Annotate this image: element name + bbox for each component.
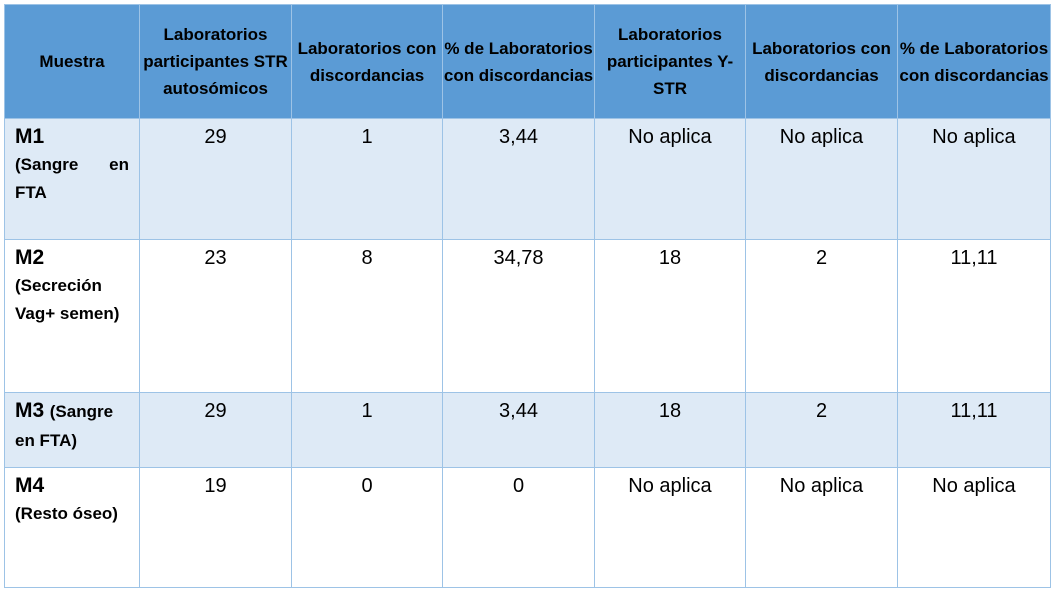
sample-description: (Secreción Vag+ semen) [15, 276, 120, 323]
sample-cell: M2 (Secreción Vag+ semen) [4, 239, 140, 393]
str-discordant-cell: 8 [291, 239, 443, 393]
str-pct-cell: 3,44 [442, 392, 595, 468]
header-ystr-participants: Laboratorios participantes Y-STR [594, 4, 746, 119]
table-row: M3 (Sangre en FTA) 29 1 3,44 18 2 11,11 [4, 392, 1051, 468]
table-row: M1 (Sangre en FTA 29 1 3,44 No aplica No… [4, 118, 1051, 240]
sample-code: M2 [15, 246, 45, 269]
header-row: Muestra Laboratorios participantes STR a… [4, 4, 1051, 119]
table-row: M2 (Secreción Vag+ semen) 23 8 34,78 18 … [4, 239, 1051, 393]
sample-code: M3 [15, 399, 45, 422]
table-row: M4 (Resto óseo) 19 0 0 No aplica No apli… [4, 467, 1051, 588]
ystr-participants-cell: 18 [594, 392, 746, 468]
sample-cell: M3 (Sangre en FTA) [4, 392, 140, 468]
sample-description: (Resto óseo) [15, 504, 118, 523]
ystr-participants-cell: No aplica [594, 118, 746, 240]
str-pct-cell: 34,78 [442, 239, 595, 393]
ystr-discordant-cell: 2 [745, 239, 898, 393]
header-ystr-discordant: Laboratorios con discordancias [745, 4, 898, 119]
ystr-pct-cell: 11,11 [897, 392, 1051, 468]
ystr-participants-cell: 18 [594, 239, 746, 393]
ystr-discordant-cell: 2 [745, 392, 898, 468]
sample-description: (Sangre en FTA [15, 155, 129, 202]
sample-cell: M4 (Resto óseo) [4, 467, 140, 588]
str-participants-cell: 19 [139, 467, 292, 588]
sample-cell: M1 (Sangre en FTA [4, 118, 140, 240]
str-participants-cell: 29 [139, 118, 292, 240]
results-table: Muestra Laboratorios participantes STR a… [4, 4, 1051, 588]
sample-description: (Sangre en FTA) [15, 402, 114, 450]
ystr-discordant-cell: No aplica [745, 118, 898, 240]
header-muestra: Muestra [4, 4, 140, 119]
header-str-pct: % de Laboratorios con discordancias [442, 4, 595, 119]
str-discordant-cell: 0 [291, 467, 443, 588]
ystr-pct-cell: No aplica [897, 118, 1051, 240]
str-discordant-cell: 1 [291, 392, 443, 468]
header-str-participants: Laboratorios participantes STR autosómic… [139, 4, 292, 119]
header-str-discordant: Laboratorios con discordancias [291, 4, 443, 119]
ystr-pct-cell: 11,11 [897, 239, 1051, 393]
str-participants-cell: 29 [139, 392, 292, 468]
sample-code: M4 [15, 474, 45, 497]
ystr-pct-cell: No aplica [897, 467, 1051, 588]
str-pct-cell: 3,44 [442, 118, 595, 240]
str-participants-cell: 23 [139, 239, 292, 393]
header-ystr-pct: % de Laboratorios con discordancias [897, 4, 1051, 119]
ystr-participants-cell: No aplica [594, 467, 746, 588]
ystr-discordant-cell: No aplica [745, 467, 898, 588]
str-pct-cell: 0 [442, 467, 595, 588]
str-discordant-cell: 1 [291, 118, 443, 240]
sample-code: M1 [15, 125, 45, 148]
